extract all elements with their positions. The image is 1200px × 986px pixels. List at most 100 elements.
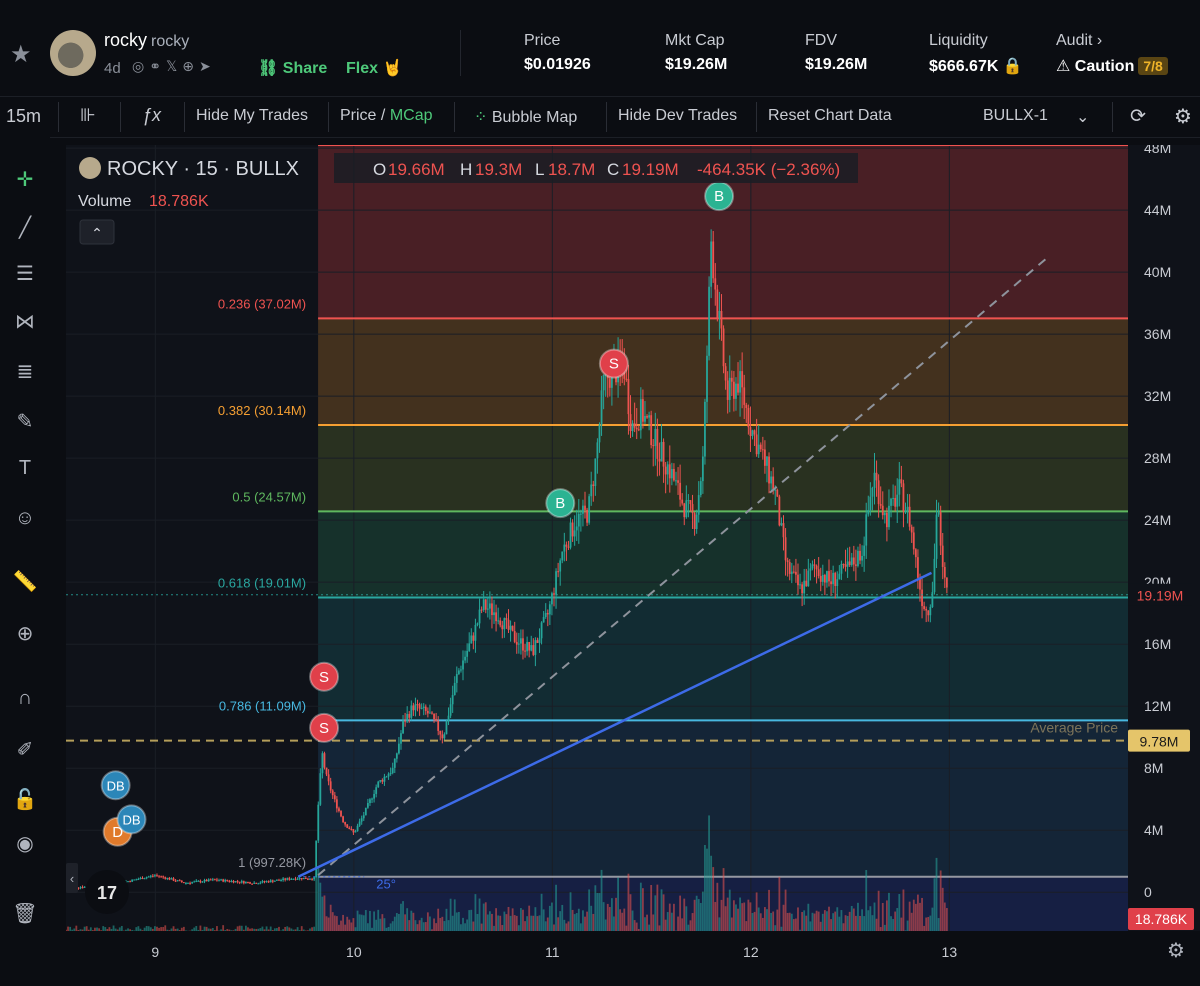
- price-mcap-toggle[interactable]: Price / MCap: [340, 107, 433, 125]
- replay-icon[interactable]: ⟳: [1130, 105, 1146, 128]
- volume-bar: [530, 916, 532, 931]
- volume-bar: [514, 915, 516, 931]
- brush-icon[interactable]: ✎: [12, 409, 38, 434]
- text-tool-icon[interactable]: T: [12, 457, 38, 480]
- candle-body: [592, 484, 594, 485]
- volume-bar: [776, 910, 778, 931]
- share-button[interactable]: ⛓ Share: [258, 58, 327, 78]
- x-icon[interactable]: 𝕏: [166, 58, 182, 74]
- volume-bar: [534, 907, 536, 931]
- candle-body: [708, 287, 710, 356]
- volume-bar: [204, 927, 206, 931]
- candle-body: [644, 416, 646, 422]
- candle-body: [214, 879, 216, 880]
- volume-bar: [115, 929, 117, 931]
- pattern-tool-icon[interactable]: ⋈: [12, 309, 38, 334]
- candle-body: [927, 611, 929, 616]
- candle-body: [609, 378, 611, 388]
- candle-body: [787, 560, 789, 562]
- volume-bar: [119, 927, 121, 931]
- volume-bar: [925, 918, 927, 931]
- volume-bar: [867, 910, 869, 931]
- volume-bar: [98, 928, 100, 931]
- candle-body: [257, 883, 259, 884]
- zoom-in-icon[interactable]: ⊕: [12, 621, 38, 646]
- volume-bar: [708, 815, 710, 931]
- fib-tool-icon[interactable]: ≣: [12, 359, 38, 384]
- volume-bar: [778, 877, 780, 931]
- indicators-button[interactable]: ƒx: [142, 105, 161, 126]
- candle-body: [822, 575, 824, 582]
- chevron-up-icon[interactable]: ⌃: [91, 225, 103, 241]
- interval-selector[interactable]: 15m: [6, 106, 41, 127]
- bubble-map-button[interactable]: ⁘ Bubble Map: [474, 107, 577, 127]
- eye-icon[interactable]: ◉: [12, 831, 38, 856]
- star-icon[interactable]: ★: [10, 40, 32, 69]
- magnet-icon[interactable]: ∩: [12, 687, 38, 710]
- fib-label: 0.236 (37.02M): [218, 296, 306, 311]
- candle-body: [472, 635, 474, 640]
- candle-body: [532, 645, 534, 655]
- candle-body: [909, 507, 911, 527]
- toolbar-divider: [756, 102, 757, 132]
- volume-bar: [386, 928, 388, 931]
- chart-svg[interactable]: 0.236 (37.02M)0.382 (30.14M)0.5 (24.57M)…: [66, 145, 1200, 981]
- candle-body: [282, 879, 284, 880]
- volume-bar: [553, 924, 555, 931]
- globe-icon[interactable]: ⊕: [182, 58, 199, 74]
- candle-body: [799, 584, 801, 585]
- volume-bar: [164, 925, 166, 931]
- volume-bar: [559, 911, 561, 931]
- price-chart[interactable]: 0.236 (37.02M)0.382 (30.14M)0.5 (24.57M)…: [66, 145, 1200, 981]
- reset-chart-button[interactable]: Reset Chart Data: [768, 107, 892, 125]
- volume-bar: [563, 920, 565, 931]
- volume-bar: [909, 902, 911, 931]
- volume-bar: [133, 930, 135, 931]
- candle-body: [841, 564, 843, 574]
- candle-body: [818, 569, 820, 576]
- telegram-icon[interactable]: ➤: [199, 58, 216, 74]
- ruler-icon[interactable]: 📏: [12, 569, 38, 594]
- axis-settings-gear-icon[interactable]: ⚙: [1167, 940, 1185, 962]
- candle-type-icon[interactable]: ⊪: [80, 105, 96, 126]
- search-icon[interactable]: ◎: [132, 58, 149, 74]
- trendline-tool-icon[interactable]: ╱: [12, 215, 38, 240]
- volume-bar: [470, 910, 472, 931]
- stat-liquidity: Liquidity $666.67K 🔒: [929, 32, 1023, 76]
- volume-bar: [549, 906, 551, 931]
- emoji-icon[interactable]: ☺: [12, 507, 38, 530]
- settings-gear-icon[interactable]: ⚙: [1174, 104, 1192, 129]
- chart-source-select[interactable]: BULLX-1: [983, 107, 1048, 125]
- audit-label-text: Audit: [1056, 32, 1092, 49]
- volume-bar: [816, 911, 818, 931]
- volume-bar: [220, 929, 222, 931]
- volume-bar: [311, 927, 313, 931]
- crosshair-icon[interactable]: ✛: [12, 167, 38, 192]
- candle-body: [576, 526, 578, 530]
- horizontal-lines-icon[interactable]: ☰: [12, 261, 38, 286]
- volume-bar: [551, 903, 553, 931]
- price-axis[interactable]: [1128, 145, 1200, 931]
- volume-bar: [313, 927, 315, 931]
- candle-body: [264, 881, 266, 882]
- time-axis[interactable]: [66, 931, 1200, 981]
- volume-bar: [216, 926, 218, 931]
- hide-my-trades-button[interactable]: Hide My Trades: [196, 107, 308, 125]
- lock-drawing-icon[interactable]: ✐: [12, 737, 38, 762]
- volume-bar: [919, 903, 921, 931]
- chevron-down-icon[interactable]: ⌄: [1076, 107, 1089, 127]
- candle-body: [470, 635, 472, 643]
- hide-dev-trades-button[interactable]: Hide Dev Trades: [618, 107, 737, 125]
- volume-bar: [731, 918, 733, 931]
- unlock-icon[interactable]: 🔓: [12, 787, 38, 812]
- candle-body: [934, 559, 936, 592]
- candle-body: [636, 428, 638, 430]
- candle-body: [84, 887, 86, 888]
- trash-icon[interactable]: 🗑: [12, 901, 38, 926]
- link-icon[interactable]: ⚭: [149, 58, 166, 74]
- candle-body: [690, 500, 692, 504]
- volume-bar: [663, 894, 665, 931]
- flex-button[interactable]: Flex 🤘: [346, 58, 402, 78]
- chevron-left-icon[interactable]: ‹: [70, 871, 74, 886]
